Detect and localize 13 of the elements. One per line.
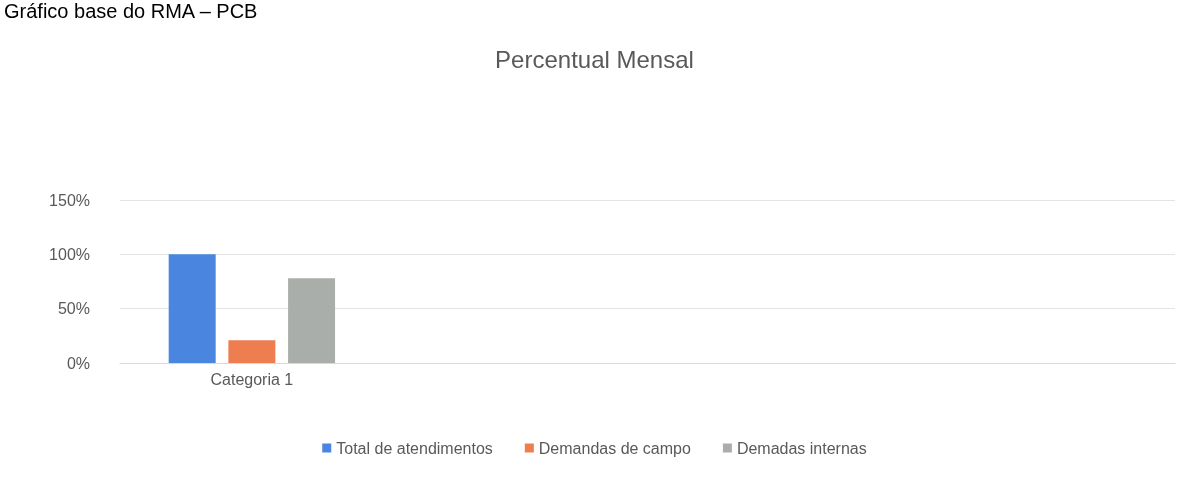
bar bbox=[228, 340, 276, 363]
chart-title: Percentual Mensal bbox=[495, 45, 694, 73]
legend-label: Demadas internas bbox=[736, 439, 867, 457]
y-tick-label: 0% bbox=[66, 354, 90, 372]
legend-label: Demandas de campo bbox=[538, 439, 691, 457]
y-tick-label: 150% bbox=[49, 191, 90, 209]
text: Gráfico base do RMA – PCB bbox=[4, 0, 258, 23]
legend-label: Total de atendimentos bbox=[336, 439, 493, 457]
y-tick-label: 50% bbox=[57, 300, 90, 318]
bar bbox=[168, 254, 216, 363]
x-tick-label: Categoria 1 bbox=[210, 370, 294, 388]
y-tick-label: 100% bbox=[49, 245, 90, 263]
bar bbox=[288, 278, 336, 363]
